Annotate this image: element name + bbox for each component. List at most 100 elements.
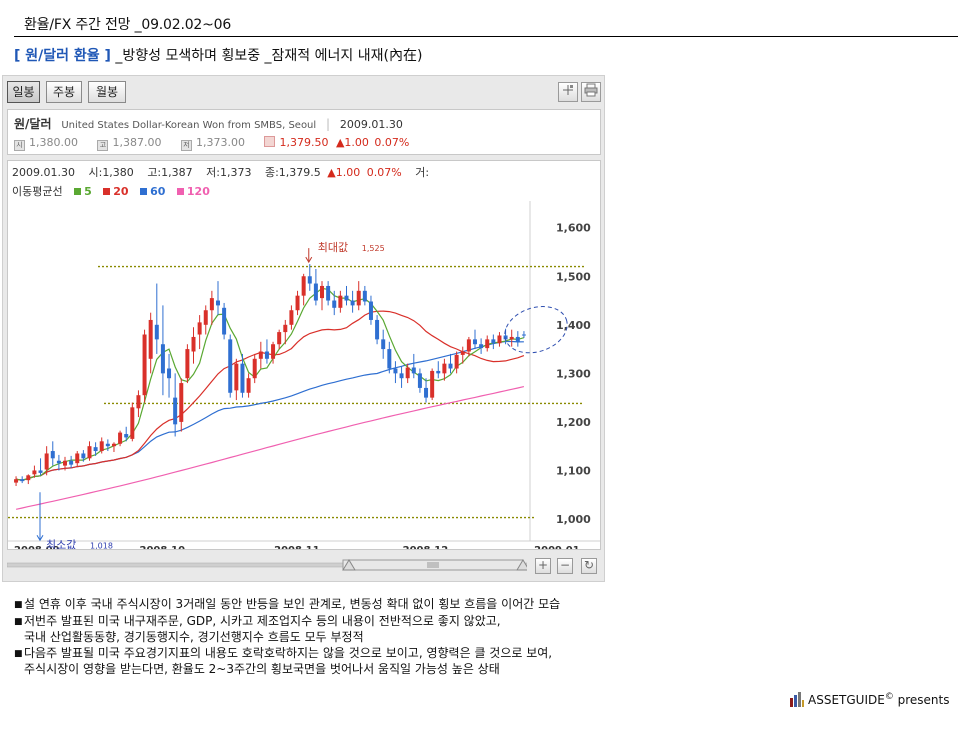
bullet-item-2: ■저번주 발표된 미국 내구재주문, GDP, 시카고 제조업지수 등의 내용이…	[14, 613, 501, 628]
readout-change-pct: 0.07%	[366, 166, 402, 179]
brand-footer: ASSETGUIDE© presents	[789, 691, 950, 707]
legend-title: 이동평균선	[12, 185, 63, 198]
candle-body	[191, 336, 196, 352]
candle-body	[154, 324, 159, 340]
bullet-item-3-cont: 주식시장이 영향을 받는다면, 환율도 2~3주간의 횡보국면을 벗어나서 움직…	[24, 662, 500, 676]
candle-body	[521, 334, 526, 336]
candle-body	[50, 451, 55, 459]
chart-scrollbar[interactable]	[7, 557, 527, 573]
candle-body	[173, 397, 178, 425]
candle-body	[338, 295, 343, 308]
candle-body	[136, 395, 141, 409]
candle-body	[240, 363, 245, 393]
readout-date: 2009.01.30	[12, 166, 75, 179]
candle-body	[485, 339, 490, 349]
close-icon	[264, 136, 276, 147]
candle-body	[515, 336, 520, 342]
candlestick-chart[interactable]: 1,000 1,100 1,200 1,300 1,400 1,500 1,600 2008.…	[8, 161, 600, 549]
candle-body	[105, 443, 110, 447]
zoom-out-button[interactable]: −	[557, 558, 573, 574]
readout-open-label: 시:	[88, 166, 103, 179]
candle-body	[375, 319, 380, 340]
readout-high-label: 고:	[147, 166, 162, 179]
candle-body	[179, 383, 184, 422]
legend-swatch-120	[176, 188, 184, 195]
x-tick-label: 2008.10	[140, 545, 186, 549]
candle-body	[313, 283, 318, 301]
crosshair-icon[interactable]	[558, 82, 578, 102]
candle-body	[466, 339, 471, 352]
weekly-button[interactable]: 주봉	[46, 81, 82, 103]
candle-body	[368, 301, 373, 320]
max-marker-arrowhead	[305, 256, 313, 264]
print-icon[interactable]	[581, 82, 601, 102]
quote-date: 2009.01.30	[339, 118, 403, 131]
refresh-icon[interactable]: ↻	[581, 558, 597, 574]
commentary-list: ■설 연휴 이후 국내 주식시장이 3거래일 동안 반등을 보인 관계로, 변동…	[14, 597, 560, 678]
candle-body	[222, 307, 227, 335]
ma120-line	[15, 386, 525, 510]
x-tick-label: 2008.12	[403, 545, 449, 549]
y-tick-label: 1,200	[556, 416, 591, 429]
legend-swatch-60	[140, 188, 148, 195]
candle-body	[448, 363, 453, 369]
moving-average-legend: 이동평균선 5 20 60 120	[12, 183, 210, 199]
readout-high: 1,387	[161, 166, 193, 179]
high-icon: 고	[97, 140, 109, 151]
candle-body	[405, 367, 410, 379]
bullet-item-3: ■다음주 발표될 미국 주요경기지표의 내용도 호락호락하지는 않을 것으로 보…	[14, 645, 553, 660]
y-tick-label: 1,300	[556, 367, 591, 380]
candle-body	[442, 363, 447, 374]
candle-body	[356, 290, 361, 306]
min-value-number: 1,018	[90, 541, 113, 549]
candle-body	[460, 351, 465, 355]
candle-body	[130, 407, 135, 439]
candle-body	[99, 441, 104, 452]
readout-low-label: 저:	[206, 166, 220, 179]
max-value-label: 최대값	[318, 241, 348, 254]
candle-body	[295, 295, 300, 311]
min-value-label: 최소값	[46, 538, 76, 549]
chart-readout: 2009.01.30 시:1,380 고:1,387 저:1,373 종:1,3…	[12, 164, 429, 180]
zoom-in-button[interactable]: +	[535, 558, 551, 574]
candle-body	[20, 479, 25, 482]
quote-high: 1,387.00	[112, 136, 162, 149]
candle-body	[387, 349, 392, 369]
candle-body	[69, 460, 74, 465]
y-tick-label: 1,400	[556, 319, 591, 332]
candle-body	[124, 434, 129, 438]
candle-body	[472, 339, 477, 345]
candle-body	[411, 367, 416, 374]
subtitle-bracket: [ 원/달러 환율 ]	[14, 48, 111, 64]
candle-body	[503, 335, 508, 340]
candle-body	[185, 349, 190, 379]
y-tick-label: 1,500	[556, 270, 591, 283]
candle-body	[118, 432, 123, 444]
candle-body	[14, 479, 19, 483]
candle-body	[307, 276, 312, 284]
brand-suffix: presents	[893, 693, 950, 707]
monthly-button[interactable]: 월봉	[88, 81, 126, 103]
subtitle-text: _방향성 모색하며 횡보중 _잠재적 에너지 내재(內在)	[110, 48, 423, 64]
open-icon: 시	[14, 140, 25, 151]
candle-body	[271, 344, 276, 359]
candle-body	[381, 339, 386, 350]
readout-low: 1,373	[219, 166, 252, 179]
x-tick-label: 2008.09	[14, 545, 60, 549]
candle-body	[258, 351, 263, 359]
candle-body	[332, 300, 337, 308]
brand-mark: ©	[884, 692, 894, 702]
candle-body	[197, 322, 202, 335]
daily-button[interactable]: 일봉	[7, 81, 40, 103]
candle-body	[430, 370, 435, 398]
candle-body	[32, 470, 37, 475]
y-tick-label: 1,600	[556, 222, 591, 235]
candle-body	[264, 351, 269, 359]
highlight-ellipse	[504, 306, 568, 354]
title-divider	[14, 36, 958, 37]
quote-close: 1,379.50	[279, 136, 329, 149]
candle-body	[301, 276, 306, 296]
candle-body	[497, 335, 502, 344]
quote-change: ▲1.00	[335, 136, 369, 149]
legend-label-20: 20	[113, 185, 129, 198]
